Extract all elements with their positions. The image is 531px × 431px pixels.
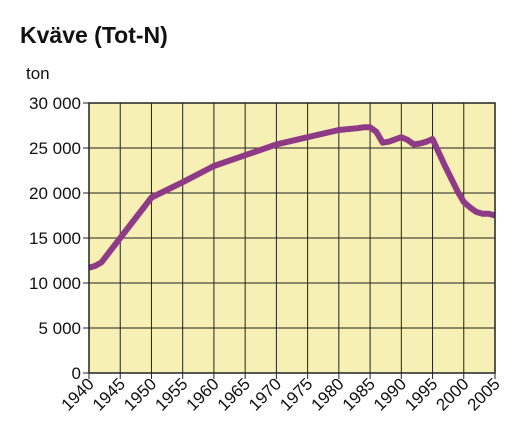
x-tick-label-1940: 1940	[58, 374, 98, 414]
x-tick-label-1965: 1965	[214, 374, 254, 414]
x-tick-label-1945: 1945	[89, 374, 129, 414]
chart-title: Kväve (Tot-N)	[20, 22, 168, 48]
x-tick-label-1985: 1985	[339, 374, 379, 414]
plot-border	[88, 102, 496, 374]
series-line-0	[88, 124, 496, 271]
y-axis-unit: ton	[26, 64, 50, 83]
x-tick-label-1990: 1990	[370, 374, 410, 414]
x-axis-ticks: 1940194519501955196019651970197519801985…	[58, 373, 504, 415]
x-tick-label-2005: 2005	[464, 374, 504, 414]
y-tick-label-0: 0	[72, 364, 81, 383]
y-tick-label-20000: 20 000	[29, 184, 81, 203]
y-axis-ticks: 0 5 000 10 000 15 000 20 000 25 000 30 000	[29, 94, 89, 383]
series-layer	[88, 124, 496, 271]
x-tick-label-1995: 1995	[401, 374, 441, 414]
y-tick-label-15000: 15 000	[29, 229, 81, 248]
x-tick-label-1950: 1950	[120, 374, 160, 414]
x-tick-label-1960: 1960	[183, 374, 223, 414]
x-tick-label-2000: 2000	[432, 374, 472, 414]
x-tick-label-1970: 1970	[245, 374, 285, 414]
x-tick-label-1955: 1955	[151, 374, 191, 414]
y-tick-label-5000: 5 000	[38, 319, 81, 338]
x-tick-label-1975: 1975	[276, 374, 316, 414]
y-tick-label-10000: 10 000	[29, 274, 81, 293]
x-tick-label-1980: 1980	[307, 374, 347, 414]
y-tick-label-25000: 25 000	[29, 139, 81, 158]
y-tick-label-30000: 30 000	[29, 94, 81, 113]
